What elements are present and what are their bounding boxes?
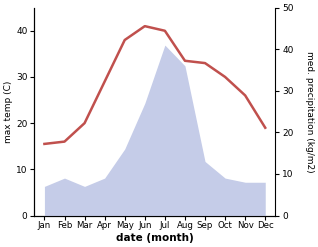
Y-axis label: med. precipitation (kg/m2): med. precipitation (kg/m2) (305, 51, 314, 172)
X-axis label: date (month): date (month) (116, 233, 194, 243)
Y-axis label: max temp (C): max temp (C) (4, 80, 13, 143)
